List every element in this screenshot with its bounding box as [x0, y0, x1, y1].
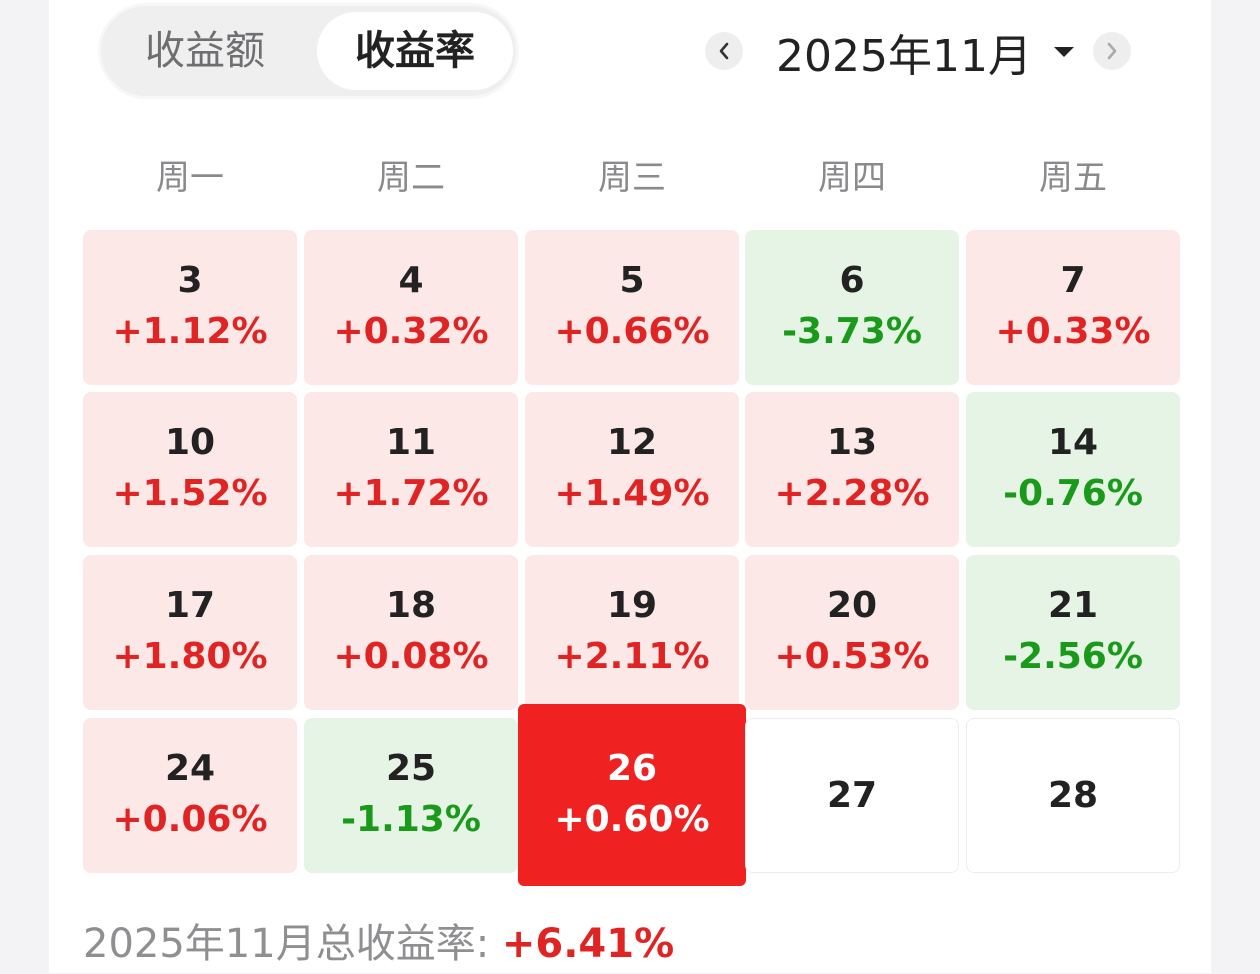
calendar-day[interactable]: 20 +0.53%	[745, 555, 959, 710]
chevron-right-icon	[1107, 42, 1117, 60]
day-number: 13	[826, 421, 878, 463]
tab-income-amount[interactable]: 收益额	[145, 28, 265, 74]
day-return-rate: +0.33%	[995, 310, 1151, 352]
calendar-day[interactable]: 10 +1.52%	[83, 392, 297, 547]
calendar-day[interactable]: 24 +0.06%	[83, 718, 297, 873]
calendar-day[interactable]: 14 -0.76%	[966, 392, 1180, 547]
weekday-label: 周五	[1039, 158, 1107, 198]
calendar-day[interactable]: 7 +0.33%	[966, 230, 1180, 385]
weekday-label: 周一	[156, 158, 224, 198]
monthly-total: 2025年11月总收益率: +6.41%	[83, 914, 674, 974]
day-number: 7	[1060, 259, 1086, 301]
weekday-label: 周四	[818, 158, 886, 198]
calendar-day[interactable]: 19 +2.11%	[525, 555, 739, 710]
calendar-day[interactable]: 17 +1.80%	[83, 555, 297, 710]
monthly-total-value: +6.41%	[501, 921, 675, 967]
day-number: 20	[826, 584, 878, 626]
tab-income-rate[interactable]: 收益率	[317, 12, 513, 90]
day-return-rate: +2.28%	[774, 472, 930, 514]
chevron-left-icon	[719, 42, 729, 60]
calendar-day[interactable]: 5 +0.66%	[525, 230, 739, 385]
day-number: 19	[606, 584, 658, 626]
day-return-rate: +0.53%	[774, 635, 930, 677]
day-return-rate: +2.11%	[554, 635, 710, 677]
metric-toggle: 收益额 收益率	[98, 3, 519, 99]
day-return-rate: +0.06%	[112, 798, 268, 840]
day-number: 14	[1047, 421, 1099, 463]
day-number: 26	[606, 748, 658, 789]
day-number: 5	[619, 259, 645, 301]
day-number: 12	[606, 421, 658, 463]
calendar-day[interactable]: 21 -2.56%	[966, 555, 1180, 710]
day-number: 11	[385, 421, 437, 463]
month-selector[interactable]: 2025年11月	[776, 20, 1074, 84]
calendar-day-selected[interactable]: 26 +0.60%	[518, 704, 746, 886]
day-number: 21	[1047, 584, 1099, 626]
day-number: 25	[385, 747, 437, 789]
calendar-day[interactable]: 28	[966, 718, 1180, 873]
day-return-rate: -0.76%	[1003, 472, 1143, 514]
day-return-rate: +1.12%	[112, 310, 268, 352]
weekday-label: 周二	[377, 158, 445, 198]
calendar-day[interactable]: 4 +0.32%	[304, 230, 518, 385]
calendar-day[interactable]: 18 +0.08%	[304, 555, 518, 710]
day-number: 10	[164, 421, 216, 463]
day-number: 6	[839, 259, 865, 301]
calendar-day[interactable]: 12 +1.49%	[525, 392, 739, 547]
day-return-rate: +0.08%	[333, 635, 489, 677]
next-month-button[interactable]	[1093, 32, 1131, 70]
calendar-day[interactable]: 25 -1.13%	[304, 718, 518, 873]
day-number: 27	[826, 774, 878, 816]
weekday-label: 周三	[598, 158, 666, 198]
calendar-day[interactable]: 6 -3.73%	[745, 230, 959, 385]
day-return-rate: -2.56%	[1003, 635, 1143, 677]
day-return-rate: +0.66%	[554, 310, 710, 352]
day-number: 18	[385, 584, 437, 626]
day-number: 3	[177, 259, 203, 301]
caret-down-icon	[1053, 47, 1074, 57]
day-number: 4	[398, 259, 424, 301]
day-return-rate: -1.13%	[341, 798, 481, 840]
calendar-day[interactable]: 13 +2.28%	[745, 392, 959, 547]
monthly-total-label: 2025年11月总收益率:	[83, 921, 502, 967]
day-return-rate: +1.52%	[112, 472, 268, 514]
day-return-rate: +1.49%	[554, 472, 710, 514]
calendar-day[interactable]: 3 +1.12%	[83, 230, 297, 385]
day-return-rate: +0.32%	[333, 310, 489, 352]
day-number: 24	[164, 747, 216, 789]
current-month-label: 2025年11月	[776, 31, 1032, 82]
calendar-day[interactable]: 27	[745, 718, 959, 873]
day-return-rate: +1.72%	[333, 472, 489, 514]
day-return-rate: +1.80%	[112, 635, 268, 677]
calendar-day[interactable]: 11 +1.72%	[304, 392, 518, 547]
day-return-rate: -3.73%	[782, 310, 922, 352]
day-number: 17	[164, 584, 216, 626]
day-number: 28	[1047, 774, 1099, 816]
prev-month-button[interactable]	[705, 32, 743, 70]
day-return-rate: +0.60%	[554, 799, 710, 840]
